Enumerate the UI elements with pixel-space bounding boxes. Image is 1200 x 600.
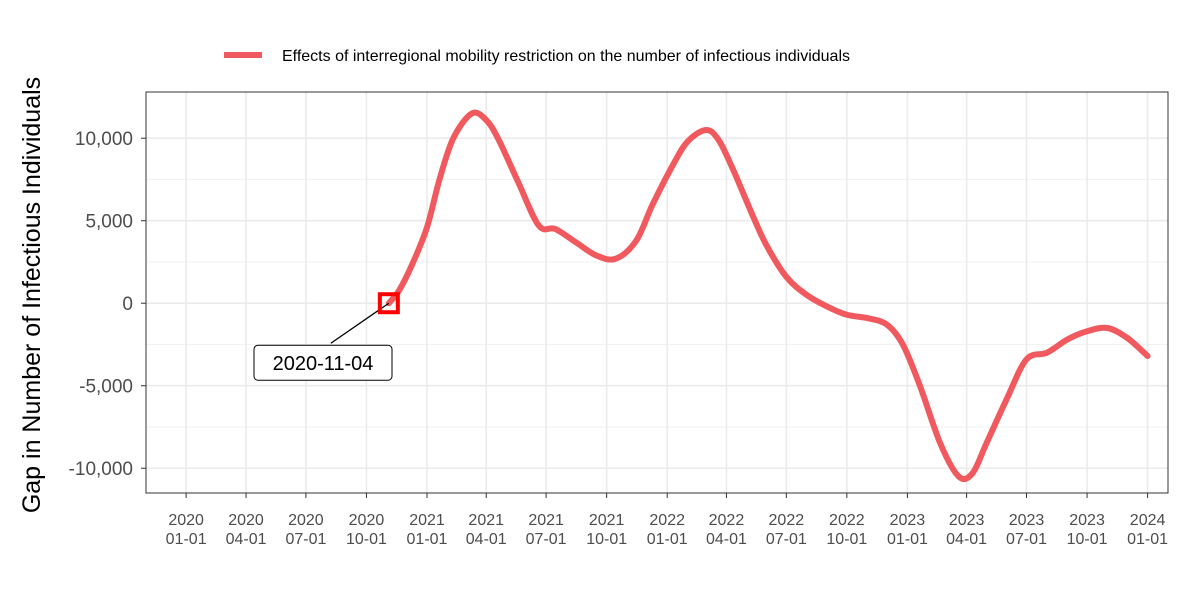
x-tick-label-line: 2020 [228, 512, 264, 529]
annotation-label-box [253, 344, 393, 381]
y-axis-title: Gap in Number of Infectious Individuals [18, 77, 46, 513]
grid-lines [146, 92, 1168, 493]
axes: -10,000 -5,000 0 5,000 10,000 2020 01-01 2020 04… [69, 129, 1169, 548]
x-tick-label: 2020 07-01 [285, 512, 326, 548]
x-tick-label-line: 2020 [288, 512, 324, 529]
x-tick-label-line: 2022 [769, 512, 805, 529]
x-tick-label-line: 07-01 [285, 531, 326, 548]
x-tick-label: 2021 04-01 [466, 512, 507, 548]
x-tick-label-line: 10-01 [586, 531, 627, 548]
x-tick-label-line: 2023 [949, 512, 985, 529]
series-layer [385, 109, 1151, 483]
x-tick-label-line: 2023 [1069, 512, 1105, 529]
x-tick-label-line: 10-01 [1067, 531, 1108, 548]
series-line [385, 109, 1151, 483]
x-tick-label-line: 2022 [649, 512, 685, 529]
x-tick-label: 2022 01-01 [647, 512, 688, 548]
x-tick-label: 2023 04-01 [946, 512, 987, 548]
y-tick-label: -5,000 [79, 377, 133, 398]
x-tick-label-line: 04-01 [706, 531, 747, 548]
x-tick-label: 2022 10-01 [826, 512, 867, 548]
x-tick-label-line: 01-01 [887, 531, 928, 548]
x-tick-label-line: 07-01 [1006, 531, 1047, 548]
x-tick-label: 2022 07-01 [766, 512, 807, 548]
x-tick-label: 2020 10-01 [346, 512, 387, 548]
x-tick-label-line: 10-01 [346, 531, 387, 548]
x-tick-label-line: 2022 [829, 512, 865, 529]
x-tick-label: 2023 07-01 [1006, 512, 1047, 548]
annotation-label: 2020-11-04 [273, 353, 374, 375]
x-tick-label-line: 04-01 [226, 531, 267, 548]
x-tick-label-line: 04-01 [466, 531, 507, 548]
y-tick-label: 10,000 [75, 129, 133, 150]
x-tick-label: 2024 01-01 [1127, 512, 1168, 548]
x-tick-label: 2023 10-01 [1067, 512, 1108, 548]
legend: Effects of interregional mobility restri… [224, 48, 850, 65]
x-tick-label-line: 2020 [349, 512, 385, 529]
x-tick-label-line: 01-01 [407, 531, 448, 548]
x-tick-label-line: 07-01 [766, 531, 807, 548]
x-tick-label-line: 2020 [168, 512, 204, 529]
x-tick-label-line: 2021 [528, 512, 564, 529]
x-tick-label: 2020 01-01 [166, 512, 207, 548]
y-tick-label: 0 [122, 294, 133, 315]
x-tick-label-line: 2021 [589, 512, 625, 529]
x-tick-label-line: 01-01 [647, 531, 688, 548]
x-tick-label-line: 07-01 [526, 531, 567, 548]
x-tick-label: 2021 07-01 [526, 512, 567, 548]
x-tick-label-line: 2021 [468, 512, 504, 529]
x-tick-label-line: 10-01 [826, 531, 867, 548]
x-tick-label: 2023 01-01 [887, 512, 928, 548]
x-tick-label: 2022 04-01 [706, 512, 747, 548]
x-tick-label: 2020 04-01 [226, 512, 267, 548]
x-tick-label-line: 01-01 [166, 531, 207, 548]
x-tick-label: 2021 01-01 [407, 512, 448, 548]
x-tick-label-line: 04-01 [946, 531, 987, 548]
x-tick-label-line: 2023 [1009, 512, 1045, 529]
annotation-layer: 2020-11-04 [253, 292, 400, 381]
x-tick-label-line: 2023 [890, 512, 926, 529]
annotation-marker [377, 292, 400, 315]
legend-label: Effects of interregional mobility restri… [282, 48, 850, 65]
x-tick-label-line: 2024 [1130, 512, 1166, 529]
x-tick-label-line: 2022 [709, 512, 745, 529]
x-tick-label: 2021 10-01 [586, 512, 627, 548]
x-tick-label-line: 01-01 [1127, 531, 1168, 548]
y-tick-label: 5,000 [85, 212, 133, 233]
y-tick-label: -10,000 [69, 459, 133, 480]
x-tick-label-line: 2021 [409, 512, 445, 529]
plot-panel-border [145, 91, 1169, 494]
